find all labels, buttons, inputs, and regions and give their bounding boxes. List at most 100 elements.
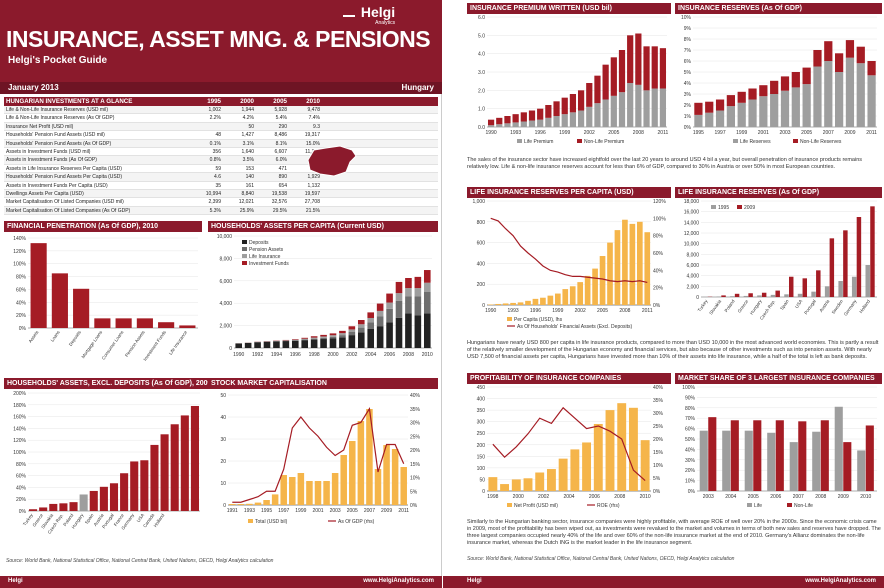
y-tick-label: 15%	[653, 450, 664, 456]
y-tick-label: 6,000	[686, 263, 699, 269]
bar	[115, 318, 132, 328]
y-tick-label: 300	[477, 420, 486, 426]
bar	[820, 420, 829, 491]
bar	[824, 61, 833, 127]
cover-banner: Helgi Analytics INSURANCE, ASSET MNG. & …	[0, 0, 442, 92]
profit-header: PROFITABILITY OF INSURANCE COMPANIES	[467, 373, 671, 384]
bar	[310, 337, 318, 339]
glance-cell: 1,640	[241, 148, 254, 155]
y-tick-label: 40	[220, 415, 226, 421]
x-tick-label: 2006	[589, 494, 600, 500]
glance-cell: 9,478	[307, 107, 320, 113]
glance-cell: 5.3%	[209, 207, 221, 214]
glance-cell: 12,021	[238, 199, 254, 206]
hh-excl-chart: 0%20%40%60%80%100%120%140%160%180%200%Tu…	[13, 391, 200, 535]
bar	[374, 469, 382, 505]
x-tick-label: 1990	[485, 308, 496, 314]
glance-cell: 0.1%	[209, 140, 221, 147]
footer-right: Helgi www.HelgiAnalytics.com	[443, 576, 884, 588]
bar	[331, 473, 339, 505]
glance-cell: 1,944	[241, 107, 254, 113]
bar	[737, 91, 746, 103]
bar	[582, 442, 592, 491]
bar	[802, 84, 811, 127]
bar	[254, 342, 261, 348]
bar	[734, 293, 740, 297]
bar	[320, 337, 327, 340]
legend-label: Net Profit (USD mil)	[514, 503, 558, 509]
source-right: Source: World Bank, National Statistical…	[467, 556, 735, 562]
bar	[59, 503, 68, 511]
bar	[367, 328, 375, 348]
legend-swatch	[242, 254, 247, 258]
bar	[737, 102, 746, 127]
x-tick-label: 1992	[252, 352, 263, 358]
premium-header: INSURANCE PREMIUM WRITTEN (USD bil)	[467, 3, 671, 14]
bar	[643, 90, 650, 127]
y-tick-label: 35%	[653, 398, 664, 404]
glance-cell: 161	[245, 182, 254, 189]
y-tick-label: 0%	[684, 125, 692, 131]
glance-row: Insurance Net Profit (USD mil) 50 290 9.3	[4, 122, 438, 132]
bar	[562, 289, 569, 305]
x-tick-label: 2005	[608, 130, 619, 136]
x-tick-label: 2004	[725, 494, 736, 500]
glance-cell: 153	[245, 165, 254, 172]
bar	[784, 294, 789, 297]
bar	[263, 500, 270, 505]
glance-year: 2010	[306, 98, 320, 105]
x-tick-label: 1993	[508, 308, 519, 314]
x-tick-label: 2002	[584, 130, 595, 136]
x-tick-label: Spain	[84, 512, 95, 525]
bar	[376, 303, 384, 311]
bar	[715, 99, 725, 111]
brand-logo: Helgi Analytics	[343, 4, 395, 26]
bar	[726, 95, 735, 107]
glance-row: Life & Non-Life Insurance Reserves (USD …	[4, 106, 438, 115]
y-tick-label: 0%	[653, 303, 661, 309]
glance-row: Assets in Investment Funds Per Capita (U…	[4, 181, 438, 190]
footer-url[interactable]: www.HelgiAnalytics.com	[363, 578, 434, 584]
bar	[540, 297, 546, 305]
reserves-chart: 0% 1% 2% 3% 4% 5% 6% 7% 8% 9% 10% 1995 1997 1999 2001 2…	[681, 15, 877, 145]
bar	[179, 325, 196, 328]
bar	[73, 288, 90, 328]
x-tick-label: 2009	[381, 508, 392, 514]
x-tick-label: Portugal	[803, 299, 817, 316]
glance-cell: 4.2%	[242, 115, 254, 122]
hungary-map	[300, 142, 360, 182]
glance-row-label: Life & Non-Life Insurance Reserves (USD …	[6, 107, 108, 113]
bar	[405, 313, 412, 348]
bar	[811, 291, 816, 297]
y-tick-label: 120%	[13, 438, 26, 444]
glance-cell: 19,597	[304, 190, 320, 197]
bar	[865, 265, 870, 297]
footer-url[interactable]: www.HelgiAnalytics.com	[805, 578, 876, 584]
premium-text: The sales of the insurance sector have i…	[467, 157, 863, 170]
bar	[423, 291, 431, 314]
stock-header: STOCK MARKET CAPITALISATION	[208, 378, 438, 389]
bar	[323, 481, 330, 505]
y-tick-label: 8,000	[686, 252, 699, 258]
bar	[386, 322, 393, 348]
date-label: January 2013	[8, 83, 59, 92]
legend-label: Non-Life Reserves	[800, 139, 842, 145]
y-tick-label: 4,000	[219, 301, 232, 307]
legend-swatch	[517, 139, 522, 143]
y-tick-label: 0.0	[478, 125, 485, 131]
bar	[367, 322, 375, 329]
bar	[857, 450, 866, 491]
bar	[797, 293, 803, 297]
glance-row: Assets in Investment Funds (USD mil) 356 1…	[4, 147, 438, 157]
bar	[730, 296, 735, 297]
glance-year: 2000	[240, 98, 254, 105]
glance-row: Life & Non-Life Insurance Reserves (As O…	[4, 114, 438, 123]
bar	[618, 50, 626, 93]
bar	[136, 318, 153, 328]
x-tick-label: 2010	[422, 352, 433, 358]
x-tick-label: Assets	[28, 329, 40, 344]
y-tick-label: 5%	[653, 476, 661, 482]
bar	[386, 308, 393, 323]
y-tick-label: 10%	[685, 479, 696, 485]
x-tick-label: 2010	[860, 494, 871, 500]
